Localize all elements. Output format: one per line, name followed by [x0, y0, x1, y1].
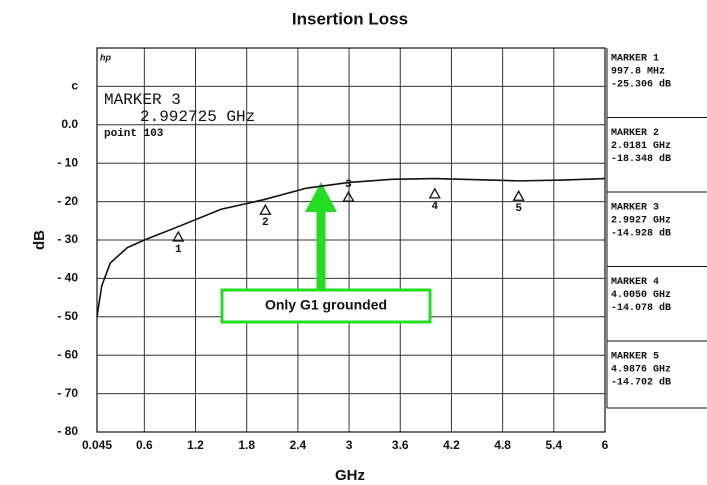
- readout-freq: 2.9927 GHz: [611, 216, 671, 227]
- y-tick-label: - 50: [57, 309, 78, 323]
- y-tick-label: - 10: [57, 155, 78, 169]
- readout-name: MARKER 4: [611, 277, 659, 288]
- plot-frame: [96, 47, 606, 433]
- active-marker-name: MARKER 3: [104, 91, 181, 109]
- readouts: MARKER 1 997.8 MHz-25.306 dB MARKER 2 2.018…: [607, 54, 707, 389]
- x-tick-label: 5.4: [545, 438, 562, 452]
- brand: hp: [100, 52, 111, 62]
- marker-number: 5: [515, 203, 522, 215]
- x-tick-label: 6: [602, 438, 609, 452]
- chart-title: Insertion Loss: [292, 9, 408, 28]
- readout-name: MARKER 2: [611, 128, 659, 139]
- marker-number: 4: [432, 201, 439, 213]
- y-axis-label: dB: [31, 230, 48, 250]
- annotation-box: [220, 288, 432, 324]
- readout-reading: -14.928 dB: [611, 228, 671, 240]
- curve: [96, 177, 606, 317]
- x-tick-label: 4.8: [494, 438, 511, 452]
- readout-name: MARKER 1: [611, 54, 659, 65]
- readout-freq: 2.0181 GHz: [611, 141, 671, 152]
- readout-reading: -14.702 dB: [611, 377, 671, 389]
- marker-number: 1: [175, 244, 182, 256]
- active-marker-freq: 2.992725 GHz: [140, 108, 255, 126]
- marker-triangle: [428, 187, 441, 199]
- x-tick-label: 4.2: [443, 438, 460, 452]
- readout-freq: 4.0050 GHz: [611, 290, 671, 301]
- x-tick-label: 3.6: [392, 438, 409, 452]
- readout-reading: -14.078 dB: [611, 302, 671, 314]
- marker-triangle: [172, 230, 185, 242]
- x-tick-label: 0.045: [82, 438, 112, 452]
- x-tick-label: 2.4: [290, 438, 307, 452]
- readout-name: MARKER 3: [611, 203, 659, 214]
- x-tick-label: 1.2: [187, 438, 204, 452]
- readout-panel: [606, 48, 707, 409]
- readout-freq: 4.9876 GHz: [611, 365, 671, 376]
- annotation-text: Only G1 grounded: [265, 297, 387, 313]
- marker-triangle: [512, 189, 525, 201]
- marker-number: 3: [345, 179, 352, 191]
- active-marker-point: point 103: [104, 128, 164, 140]
- x-tick-label: 1.8: [238, 438, 255, 452]
- y-tick-label: - 40: [57, 271, 78, 285]
- y-tick-label: - 80: [57, 424, 78, 438]
- y-tick-label: - 70: [57, 386, 78, 400]
- x-tick-label: 0.6: [136, 438, 153, 452]
- y-tick-label: c: [71, 79, 78, 93]
- readout-name: MARKER 5: [611, 352, 659, 363]
- y-tick-label: - 60: [57, 347, 78, 361]
- readout-freq: 997.8 MHz: [611, 67, 665, 78]
- annotation: Only G1 grounded: [220, 182, 432, 324]
- readout-reading: -18.348 dB: [611, 153, 671, 165]
- marker-triangle: [259, 203, 272, 215]
- arrow-head: [305, 182, 337, 212]
- x-axis-label: GHz: [335, 467, 365, 484]
- y-tick-label: 0.0: [61, 117, 78, 131]
- readout-reading: -25.306 dB: [611, 79, 671, 91]
- y-tick-label: - 30: [57, 232, 78, 246]
- marker-triangle: [342, 190, 355, 202]
- x-tick-label: 3: [346, 438, 353, 452]
- marker-number: 2: [262, 217, 269, 229]
- y-tick-label: - 20: [57, 194, 78, 208]
